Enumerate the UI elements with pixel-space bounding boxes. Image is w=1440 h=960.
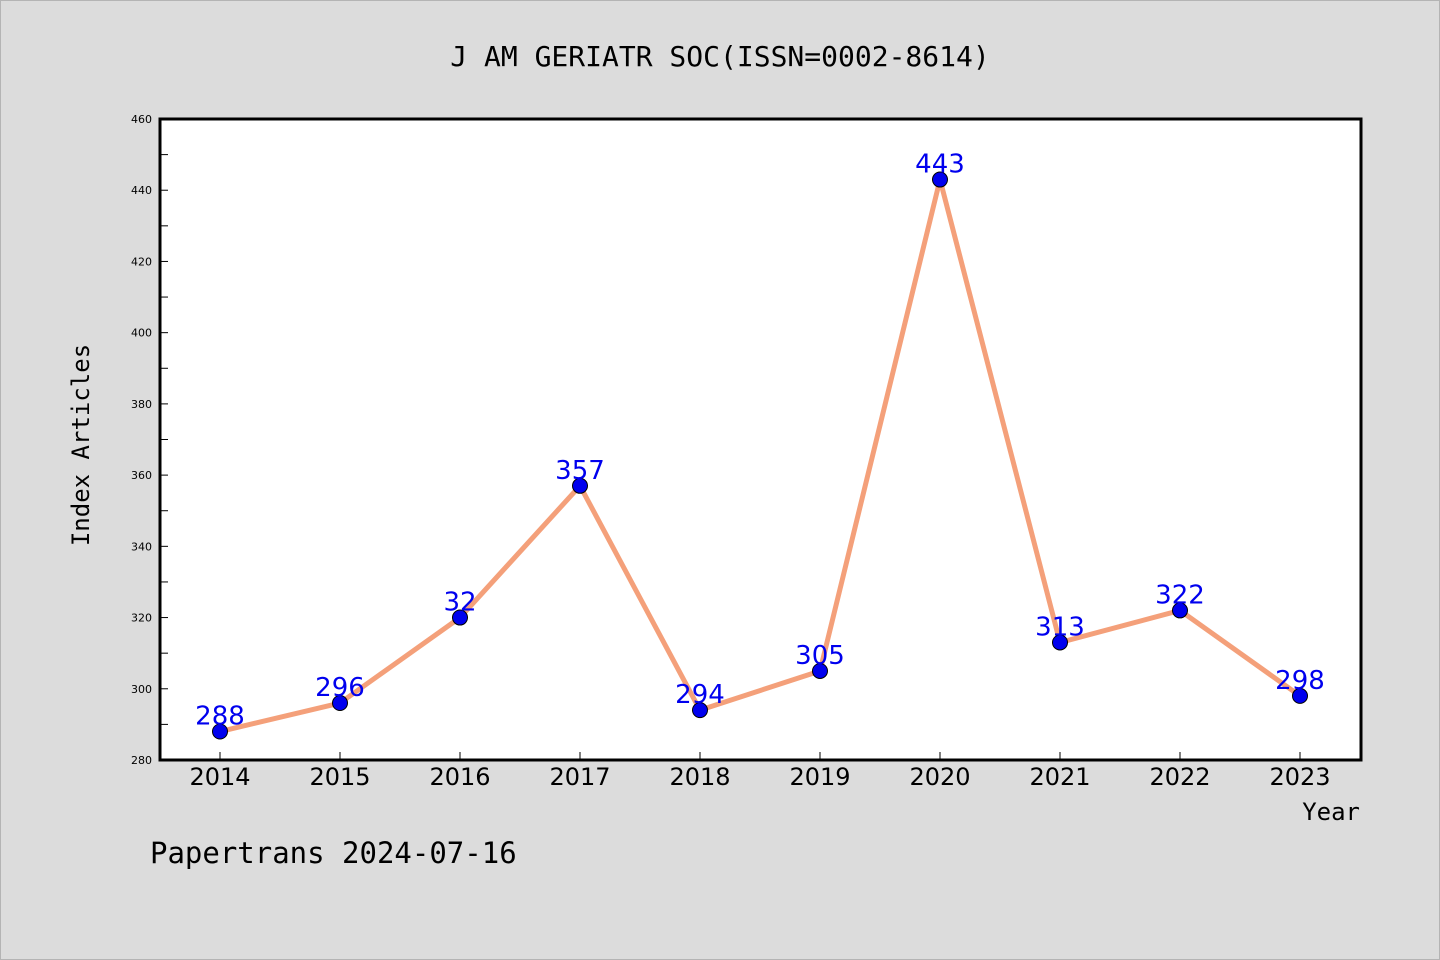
data-point bbox=[212, 723, 228, 740]
data-labels: 288 296 32 357 294 305 443 313 322 298 bbox=[195, 150, 1325, 732]
data-label: 305 bbox=[795, 641, 845, 671]
data-point bbox=[1052, 634, 1068, 651]
data-point bbox=[932, 171, 948, 188]
data-point bbox=[332, 695, 348, 712]
x-tick-label: 2020 bbox=[909, 763, 970, 791]
x-tick-label: 2014 bbox=[189, 763, 250, 791]
data-point bbox=[692, 702, 708, 719]
data-label: 296 bbox=[315, 673, 365, 703]
x-tick-label: 2019 bbox=[789, 763, 850, 791]
plot-area bbox=[158, 117, 1363, 762]
data-point bbox=[572, 477, 588, 494]
y-tick-label: 420 bbox=[131, 255, 152, 268]
y-tick-label: 440 bbox=[131, 184, 152, 197]
data-label: 322 bbox=[1155, 580, 1205, 610]
data-label: 313 bbox=[1035, 612, 1085, 642]
x-tick-label: 2018 bbox=[669, 763, 730, 791]
data-label: 298 bbox=[1275, 666, 1325, 696]
footer-date-stamp: Papertrans 2024-07-16 bbox=[150, 836, 517, 870]
data-label: 32 bbox=[443, 588, 476, 618]
y-tick-label: 280 bbox=[131, 754, 152, 767]
x-tick-label: 2017 bbox=[549, 763, 610, 791]
x-tick-label: 2022 bbox=[1149, 763, 1210, 791]
y-axis-title: Index Articles bbox=[67, 344, 95, 546]
data-point bbox=[452, 609, 468, 626]
series-polyline bbox=[217, 177, 1303, 735]
y-tick-label: 340 bbox=[131, 540, 152, 553]
data-label: 357 bbox=[555, 456, 605, 486]
data-point bbox=[1292, 687, 1308, 704]
y-tick-label: 300 bbox=[131, 683, 152, 696]
data-label: 443 bbox=[915, 150, 965, 180]
y-tick-label: 460 bbox=[131, 113, 152, 126]
y-tick-label: 380 bbox=[131, 398, 152, 411]
y-axis: 280 300 320 340 360 380 400 420 440 460 bbox=[131, 113, 168, 767]
y-tick-label: 320 bbox=[131, 612, 152, 625]
series-line bbox=[217, 177, 1303, 735]
y-tick-label: 400 bbox=[131, 327, 152, 340]
x-axis-title: Year bbox=[1302, 798, 1360, 826]
y-tick-label: 360 bbox=[131, 469, 152, 482]
x-tick-label: 2023 bbox=[1269, 763, 1330, 791]
data-label: 288 bbox=[195, 702, 245, 732]
x-tick-label: 2016 bbox=[429, 763, 490, 791]
x-axis: 2014 2015 2016 2017 2018 2019 2020 2021 2022 2023 bbox=[189, 752, 1331, 791]
chart-title: J AM GERIATR SOC(ISSN=0002-8614) bbox=[450, 40, 989, 73]
data-label: 294 bbox=[675, 680, 725, 710]
x-tick-label: 2021 bbox=[1029, 763, 1090, 791]
data-point bbox=[1172, 602, 1188, 619]
data-point bbox=[812, 662, 828, 679]
data-markers bbox=[212, 171, 1308, 740]
x-tick-label: 2015 bbox=[309, 763, 370, 791]
